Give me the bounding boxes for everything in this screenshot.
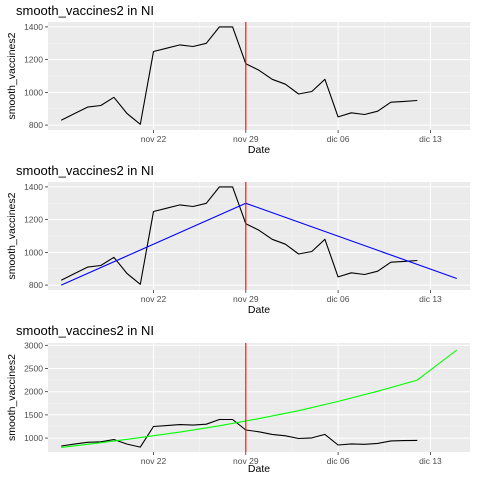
y-tick-label: 800	[29, 280, 43, 290]
exponential-fit-line	[61, 349, 458, 448]
x-tick-label: dic 13	[419, 456, 442, 466]
x-tick-label: nov 29	[233, 294, 259, 304]
x-tick-label: nov 29	[233, 134, 259, 144]
chart-title: smooth_vaccines2 in NI	[16, 323, 154, 338]
observed-line	[61, 418, 418, 448]
chart-panel: 800 1000 1200 1400 nov 22 nov 29 dic 06 dic 13 s…	[6, 163, 470, 316]
x-axis-title: Date	[248, 144, 270, 156]
x-tick-label: nov 29	[233, 456, 259, 466]
x-tick-label: dic 06	[327, 134, 350, 144]
y-axis-title: smooth_vaccines2	[6, 192, 18, 279]
y-tick-label: 1000	[24, 247, 43, 257]
y-tick-label: 1500	[24, 410, 43, 420]
plot-background	[48, 343, 470, 452]
y-tick-label: 1200	[24, 215, 43, 225]
y-tick-label: 1200	[24, 55, 43, 65]
y-tick-label: 1400	[24, 22, 43, 32]
observed-line	[60, 26, 418, 125]
y-tick-label: 1400	[24, 182, 43, 192]
y-tick-label: 1000	[24, 87, 43, 97]
chart-title: smooth_vaccines2 in NI	[16, 163, 154, 178]
chart-panel: 1000 1500 2000 2500 3000 nov 22 nov 29 dic 06 di…	[6, 323, 470, 475]
observed-line	[60, 186, 418, 285]
x-axis-title: Date	[248, 304, 270, 316]
y-tick-label: 1000	[24, 433, 43, 443]
x-tick-label: dic 06	[327, 294, 350, 304]
chart-title: smooth_vaccines2 in NI	[16, 3, 154, 18]
x-tick-label: dic 06	[327, 456, 350, 466]
x-axis-title: Date	[248, 463, 270, 475]
y-axis-title: smooth_vaccines2	[6, 32, 18, 119]
y-tick-label: 800	[29, 120, 43, 130]
x-tick-label: nov 22	[141, 294, 167, 304]
x-tick-label: nov 22	[141, 134, 167, 144]
x-tick-label: nov 22	[141, 456, 167, 466]
chart-panel: 800 1000 1200 1400 nov 22 nov 29 dic 06 dic 13 s…	[6, 3, 470, 156]
x-tick-label: dic 13	[419, 134, 442, 144]
y-axis-title: smooth_vaccines2	[6, 354, 18, 441]
y-tick-label: 3000	[24, 340, 43, 350]
y-tick-label: 2500	[24, 364, 43, 374]
x-tick-label: dic 13	[419, 294, 442, 304]
y-tick-label: 2000	[24, 387, 43, 397]
